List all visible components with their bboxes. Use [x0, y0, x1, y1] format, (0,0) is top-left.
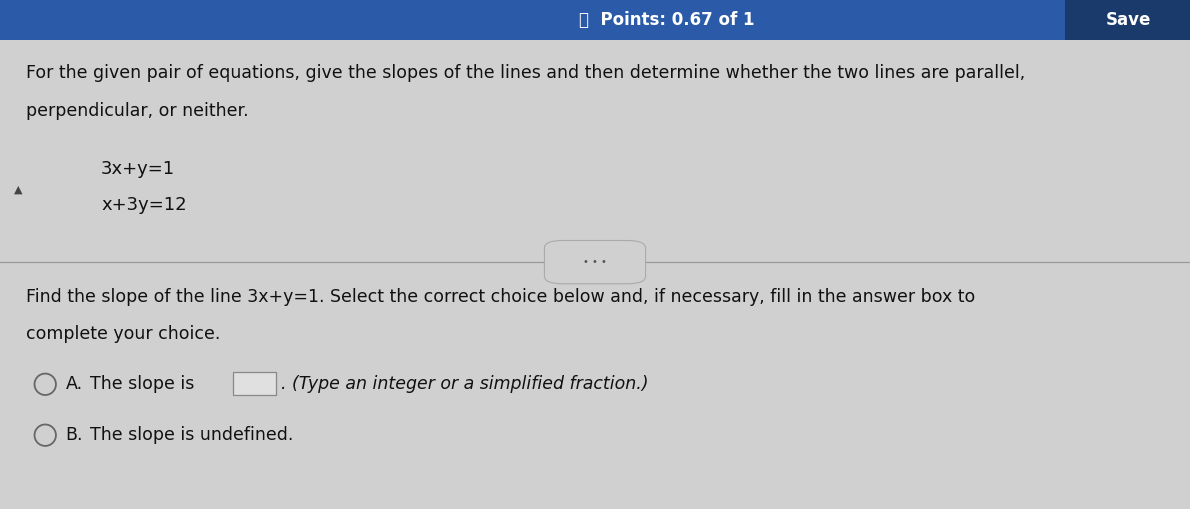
Text: • • •: • • • [583, 257, 607, 267]
Text: . (Type an integer or a simplified fraction.): . (Type an integer or a simplified fract… [281, 375, 649, 393]
Text: A.: A. [65, 375, 82, 393]
FancyBboxPatch shape [1065, 0, 1190, 40]
FancyBboxPatch shape [0, 0, 1190, 40]
Text: complete your choice.: complete your choice. [26, 325, 220, 343]
Text: Save: Save [1106, 11, 1151, 29]
Text: B.: B. [65, 426, 83, 444]
Text: x+3y=12: x+3y=12 [101, 196, 187, 214]
Text: The slope is undefined.: The slope is undefined. [90, 426, 294, 444]
Text: perpendicular, or neither.: perpendicular, or neither. [26, 102, 249, 120]
FancyBboxPatch shape [233, 372, 276, 395]
Text: For the given pair of equations, give the slopes of the lines and then determine: For the given pair of equations, give th… [26, 64, 1026, 81]
Text: ⓘ  Points: 0.67 of 1: ⓘ Points: 0.67 of 1 [578, 11, 754, 29]
Text: 3x+y=1: 3x+y=1 [101, 160, 175, 178]
FancyBboxPatch shape [544, 241, 645, 284]
Text: Find the slope of the line 3x+y=1. Select the correct choice below and, if neces: Find the slope of the line 3x+y=1. Selec… [26, 288, 976, 305]
Text: The slope is: The slope is [90, 375, 195, 393]
Text: ▲: ▲ [14, 185, 23, 195]
